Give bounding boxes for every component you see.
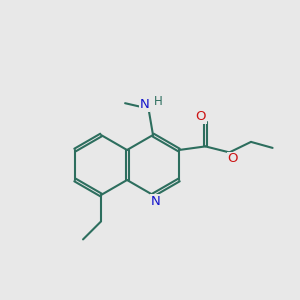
Text: N: N [140, 98, 150, 112]
Text: H: H [154, 94, 163, 108]
Text: O: O [196, 110, 206, 123]
Text: O: O [228, 152, 238, 166]
Text: N: N [151, 195, 160, 208]
